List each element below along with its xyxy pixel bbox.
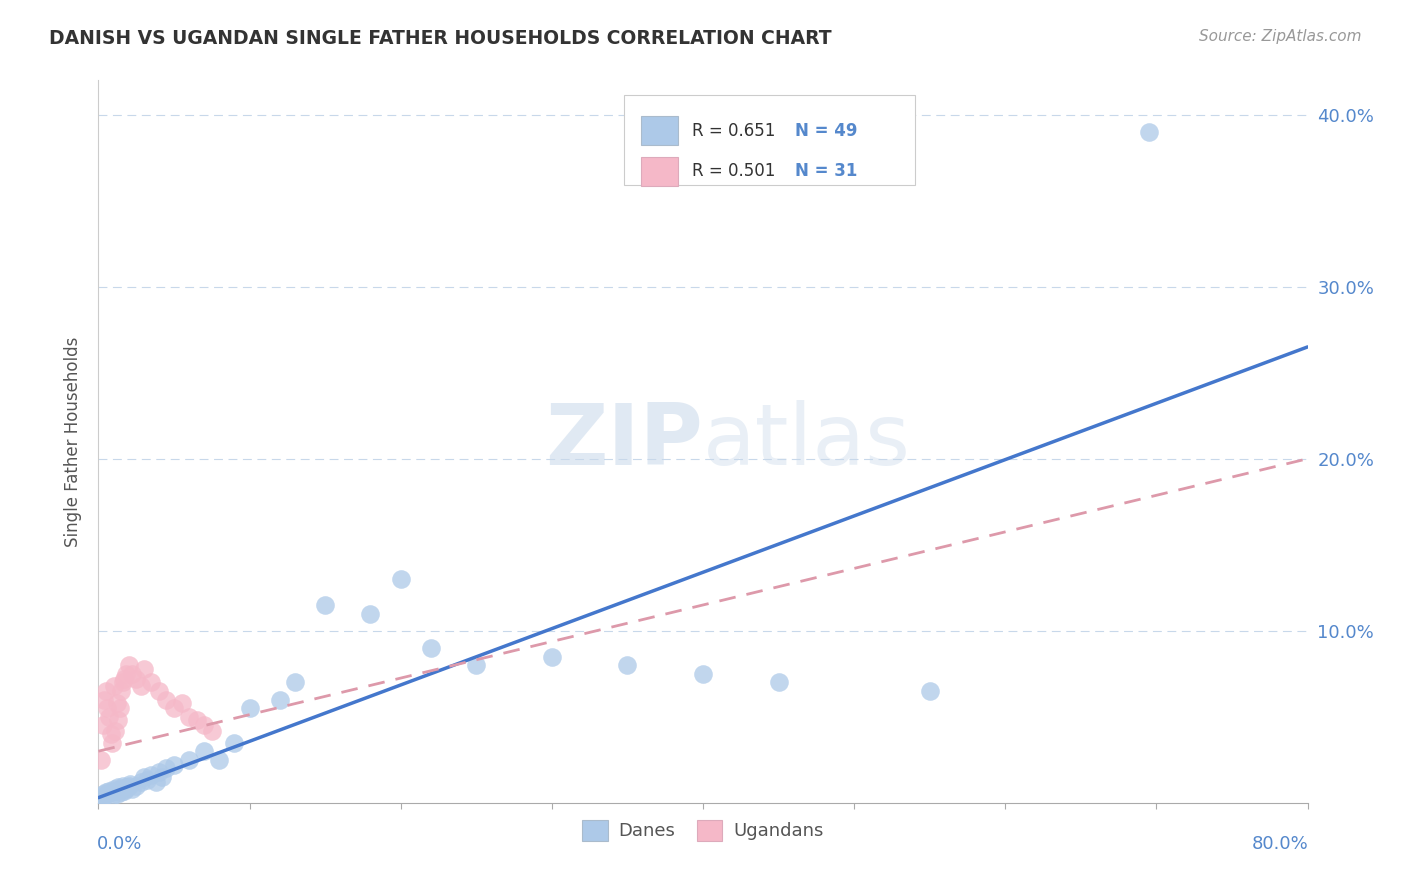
Point <box>121 782 143 797</box>
Point <box>163 701 186 715</box>
Point <box>94 684 117 698</box>
Point <box>112 784 135 798</box>
Point <box>100 727 122 741</box>
Point <box>360 607 382 621</box>
Legend: Danes, Ugandans: Danes, Ugandans <box>575 813 831 848</box>
Bar <box>641 157 678 186</box>
Point <box>918 684 941 698</box>
Point <box>170 696 193 710</box>
Text: 0.0%: 0.0% <box>97 835 142 854</box>
Point <box>314 598 336 612</box>
Point <box>150 770 173 784</box>
Bar <box>641 117 678 145</box>
Point <box>118 658 141 673</box>
Point <box>284 675 307 690</box>
Y-axis label: Single Father Households: Single Father Households <box>65 336 83 547</box>
Point <box>121 666 143 681</box>
Point <box>141 768 163 782</box>
Point <box>98 710 121 724</box>
Point <box>108 701 131 715</box>
Point <box>118 779 141 793</box>
Point <box>107 713 129 727</box>
Point <box>389 572 412 586</box>
Point <box>132 662 155 676</box>
Point <box>96 701 118 715</box>
Point <box>114 782 136 797</box>
Point <box>103 782 125 797</box>
Point <box>98 784 121 798</box>
Point <box>1137 125 1160 139</box>
Point <box>110 684 132 698</box>
Point <box>148 764 170 779</box>
Point <box>115 780 138 795</box>
Text: Source: ZipAtlas.com: Source: ZipAtlas.com <box>1198 29 1361 45</box>
Point <box>91 787 114 801</box>
Point <box>616 658 638 673</box>
Text: R = 0.501: R = 0.501 <box>692 162 776 180</box>
Point <box>155 761 177 775</box>
Point <box>155 692 177 706</box>
Point <box>179 753 201 767</box>
Point <box>96 787 118 801</box>
Point <box>120 777 142 791</box>
Text: atlas: atlas <box>703 400 911 483</box>
Point <box>114 666 136 681</box>
Point <box>103 679 125 693</box>
Point <box>135 773 157 788</box>
Point <box>132 770 155 784</box>
Point <box>129 679 152 693</box>
Point <box>540 649 562 664</box>
Point <box>100 785 122 799</box>
Point <box>107 780 129 795</box>
Point <box>93 789 115 803</box>
Point <box>145 775 167 789</box>
Point <box>193 744 215 758</box>
Point <box>104 723 127 738</box>
Point <box>104 784 127 798</box>
Point <box>105 787 128 801</box>
Point <box>148 684 170 698</box>
Point <box>129 775 152 789</box>
Point <box>269 692 291 706</box>
Point <box>93 692 115 706</box>
Point <box>141 675 163 690</box>
Point <box>101 735 124 749</box>
Text: ZIP: ZIP <box>546 400 703 483</box>
Point <box>125 672 148 686</box>
Point <box>768 675 790 690</box>
Point <box>239 701 262 715</box>
Point <box>186 713 208 727</box>
Point <box>94 785 117 799</box>
Text: N = 31: N = 31 <box>794 162 858 180</box>
FancyBboxPatch shape <box>624 95 915 185</box>
Point <box>163 758 186 772</box>
Text: 80.0%: 80.0% <box>1251 835 1309 854</box>
Point <box>420 640 443 655</box>
Point <box>224 735 246 749</box>
Text: N = 49: N = 49 <box>794 122 858 140</box>
Point <box>193 718 215 732</box>
Text: DANISH VS UGANDAN SINGLE FATHER HOUSEHOLDS CORRELATION CHART: DANISH VS UGANDAN SINGLE FATHER HOUSEHOL… <box>49 29 832 48</box>
Point <box>108 782 131 797</box>
Point <box>208 753 231 767</box>
Point <box>201 723 224 738</box>
Text: R = 0.651: R = 0.651 <box>692 122 776 140</box>
Point <box>91 718 114 732</box>
Point <box>125 779 148 793</box>
Point <box>90 790 112 805</box>
Point <box>112 672 135 686</box>
Point <box>465 658 488 673</box>
Point <box>110 785 132 799</box>
Point <box>111 779 134 793</box>
Point <box>111 675 134 690</box>
Point <box>90 753 112 767</box>
Point <box>692 666 714 681</box>
Point <box>179 710 201 724</box>
Point <box>105 696 128 710</box>
Point <box>101 789 124 803</box>
